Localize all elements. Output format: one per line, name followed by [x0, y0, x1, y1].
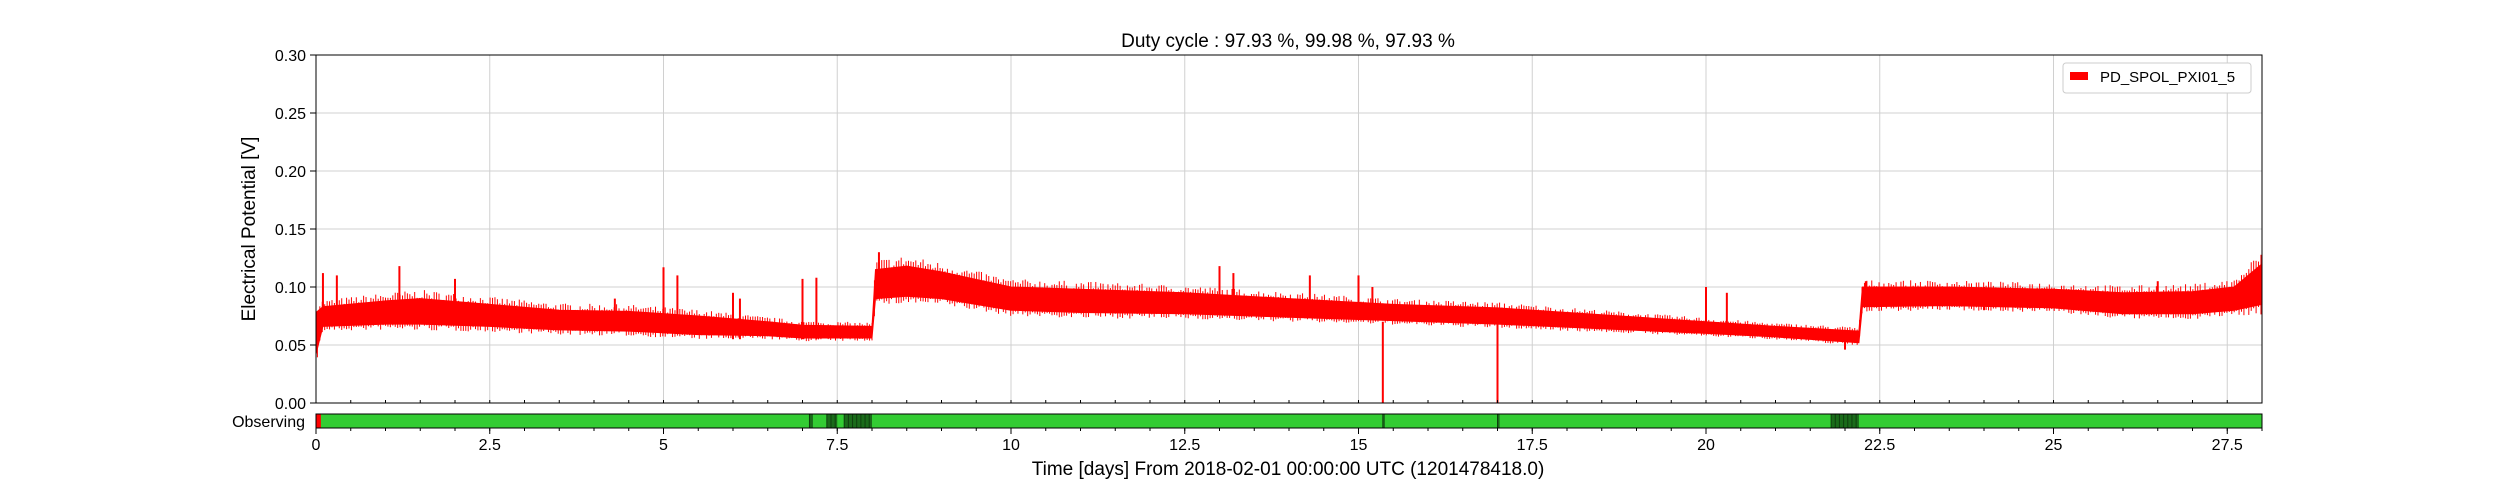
state-segment-partial	[1497, 414, 1500, 428]
x-tick-label: 12.5	[1169, 437, 1200, 454]
legend-swatch	[2070, 72, 2088, 80]
x-tick-label: 25	[2045, 437, 2063, 454]
x-tick-label: 5	[659, 437, 668, 454]
y-tick-label: 0.00	[275, 396, 306, 413]
x-tick-label: 7.5	[826, 437, 848, 454]
series-band	[315, 262, 2263, 355]
state-segment-partial	[809, 414, 813, 428]
y-axis: 0.00 0.05 0.10 0.15 0.20 0.25 0.30	[275, 48, 316, 413]
x-tick-label: 17.5	[1517, 437, 1548, 454]
y-tick-label: 0.15	[275, 222, 306, 239]
x-tick-label: 0	[312, 437, 321, 454]
x-tick-label: 10	[1002, 437, 1020, 454]
x-tick-label: 27.5	[2212, 437, 2243, 454]
x-axis: 0 2.5 5 7.5 10 12.5 15 17.5 20 22.5 25 27.5	[312, 400, 2263, 454]
state-bar-label: Observing	[232, 414, 305, 431]
x-tick-label: 22.5	[1864, 437, 1895, 454]
x-tick-label: 20	[1697, 437, 1715, 454]
state-segment-on	[316, 414, 2262, 428]
state-bar	[315, 413, 2263, 429]
x-tick-label: 2.5	[479, 437, 501, 454]
state-segment-off	[316, 414, 321, 428]
grid-lines	[315, 54, 2262, 404]
x-tick-label: 15	[1350, 437, 1368, 454]
y-tick-label: 0.10	[275, 280, 306, 297]
y-tick-label: 0.05	[275, 338, 306, 355]
data-layer	[315, 252, 2263, 403]
y-tick-label: 0.30	[275, 48, 306, 65]
y-axis-label: Electrical Potential [V]	[239, 137, 260, 322]
x-axis-label: Time [days] From 2018-02-01 00:00:00 UTC…	[1032, 459, 1545, 480]
legend-box	[2062, 62, 2252, 94]
legend: PD_SPOL_PXI01_5	[2062, 62, 2252, 94]
state-segment-partial	[826, 414, 838, 428]
legend-label: PD_SPOL_PXI01_5	[2100, 69, 2235, 86]
y-tick-label: 0.25	[275, 106, 306, 123]
state-segment-partial	[1382, 414, 1385, 428]
y-tick-label: 0.20	[275, 164, 306, 181]
chart-title: Duty cycle : 97.93 %, 99.98 %, 97.93 %	[1121, 31, 1455, 52]
